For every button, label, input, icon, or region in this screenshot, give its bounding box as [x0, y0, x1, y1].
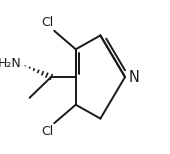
Text: Cl: Cl	[41, 125, 53, 138]
Text: N: N	[128, 69, 139, 85]
Text: Cl: Cl	[41, 16, 53, 29]
Text: H₂N: H₂N	[0, 57, 21, 70]
